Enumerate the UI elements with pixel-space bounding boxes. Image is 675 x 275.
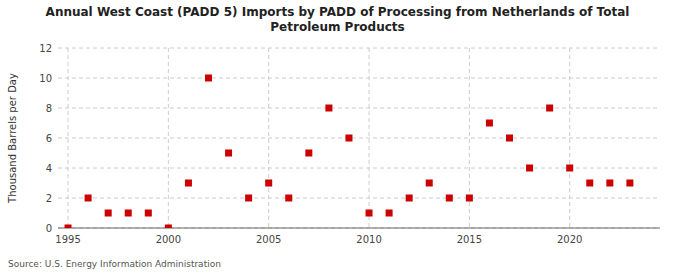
data-point [125,210,132,217]
x-grid-line [369,48,370,228]
data-point [285,195,292,202]
y-tick-label: 4 [46,163,52,174]
data-point [526,165,533,172]
y-tick-label: 8 [46,103,52,114]
y-grid-line [58,228,660,229]
x-tick-label: 2010 [356,234,381,245]
chart-title-line: Annual West Coast (PADD 5) Imports by PA… [46,5,630,19]
grid [58,48,660,228]
source-note: Source: U.S. Energy Information Administ… [8,259,221,269]
data-point [325,105,332,112]
chart-title: Annual West Coast (PADD 5) Imports by PA… [46,5,630,34]
data-point [586,180,593,187]
data-point [185,180,192,187]
x-tick-label: 1995 [55,234,80,245]
data-point [65,225,72,229]
data-point [426,180,433,187]
x-tick-label: 2020 [557,234,582,245]
chart-title-line: Petroleum Products [270,20,404,34]
y-axis-label: Thousand Barrels per Day [7,73,18,204]
data-point [466,195,473,202]
y-grid-line [58,138,660,139]
y-tick-label: 6 [46,133,52,144]
data-point [546,105,553,112]
x-axis-line [58,228,660,229]
y-tick-label: 0 [46,223,52,234]
data-point [626,180,633,187]
data-point [105,210,112,217]
chart-container: Annual West Coast (PADD 5) Imports by PA… [0,0,675,275]
data-point [145,210,152,217]
x-tick-label: 2015 [457,234,482,245]
points [65,75,634,229]
data-point [446,195,453,202]
data-point [606,180,613,187]
x-grid-line [168,48,169,228]
x-grid-line [569,48,570,228]
x-tick-label: 2005 [256,234,281,245]
data-point [506,135,513,142]
data-point [225,150,232,157]
data-point [265,180,272,187]
data-point [165,225,172,229]
x-tick-label: 2000 [156,234,181,245]
data-point [406,195,413,202]
data-point [85,195,92,202]
chart-svg: Annual West Coast (PADD 5) Imports by PA… [0,0,675,275]
data-point [245,195,252,202]
data-point [305,150,312,157]
data-point [486,120,493,127]
x-grid-line [68,48,69,228]
data-point [366,210,373,217]
y-tick-label: 10 [39,73,52,84]
y-tick-label: 12 [39,43,52,54]
y-tick-label: 2 [46,193,52,204]
data-point [205,75,212,82]
x-grid-line [268,48,269,228]
data-point [386,210,393,217]
data-point [345,135,352,142]
data-point [566,165,573,172]
